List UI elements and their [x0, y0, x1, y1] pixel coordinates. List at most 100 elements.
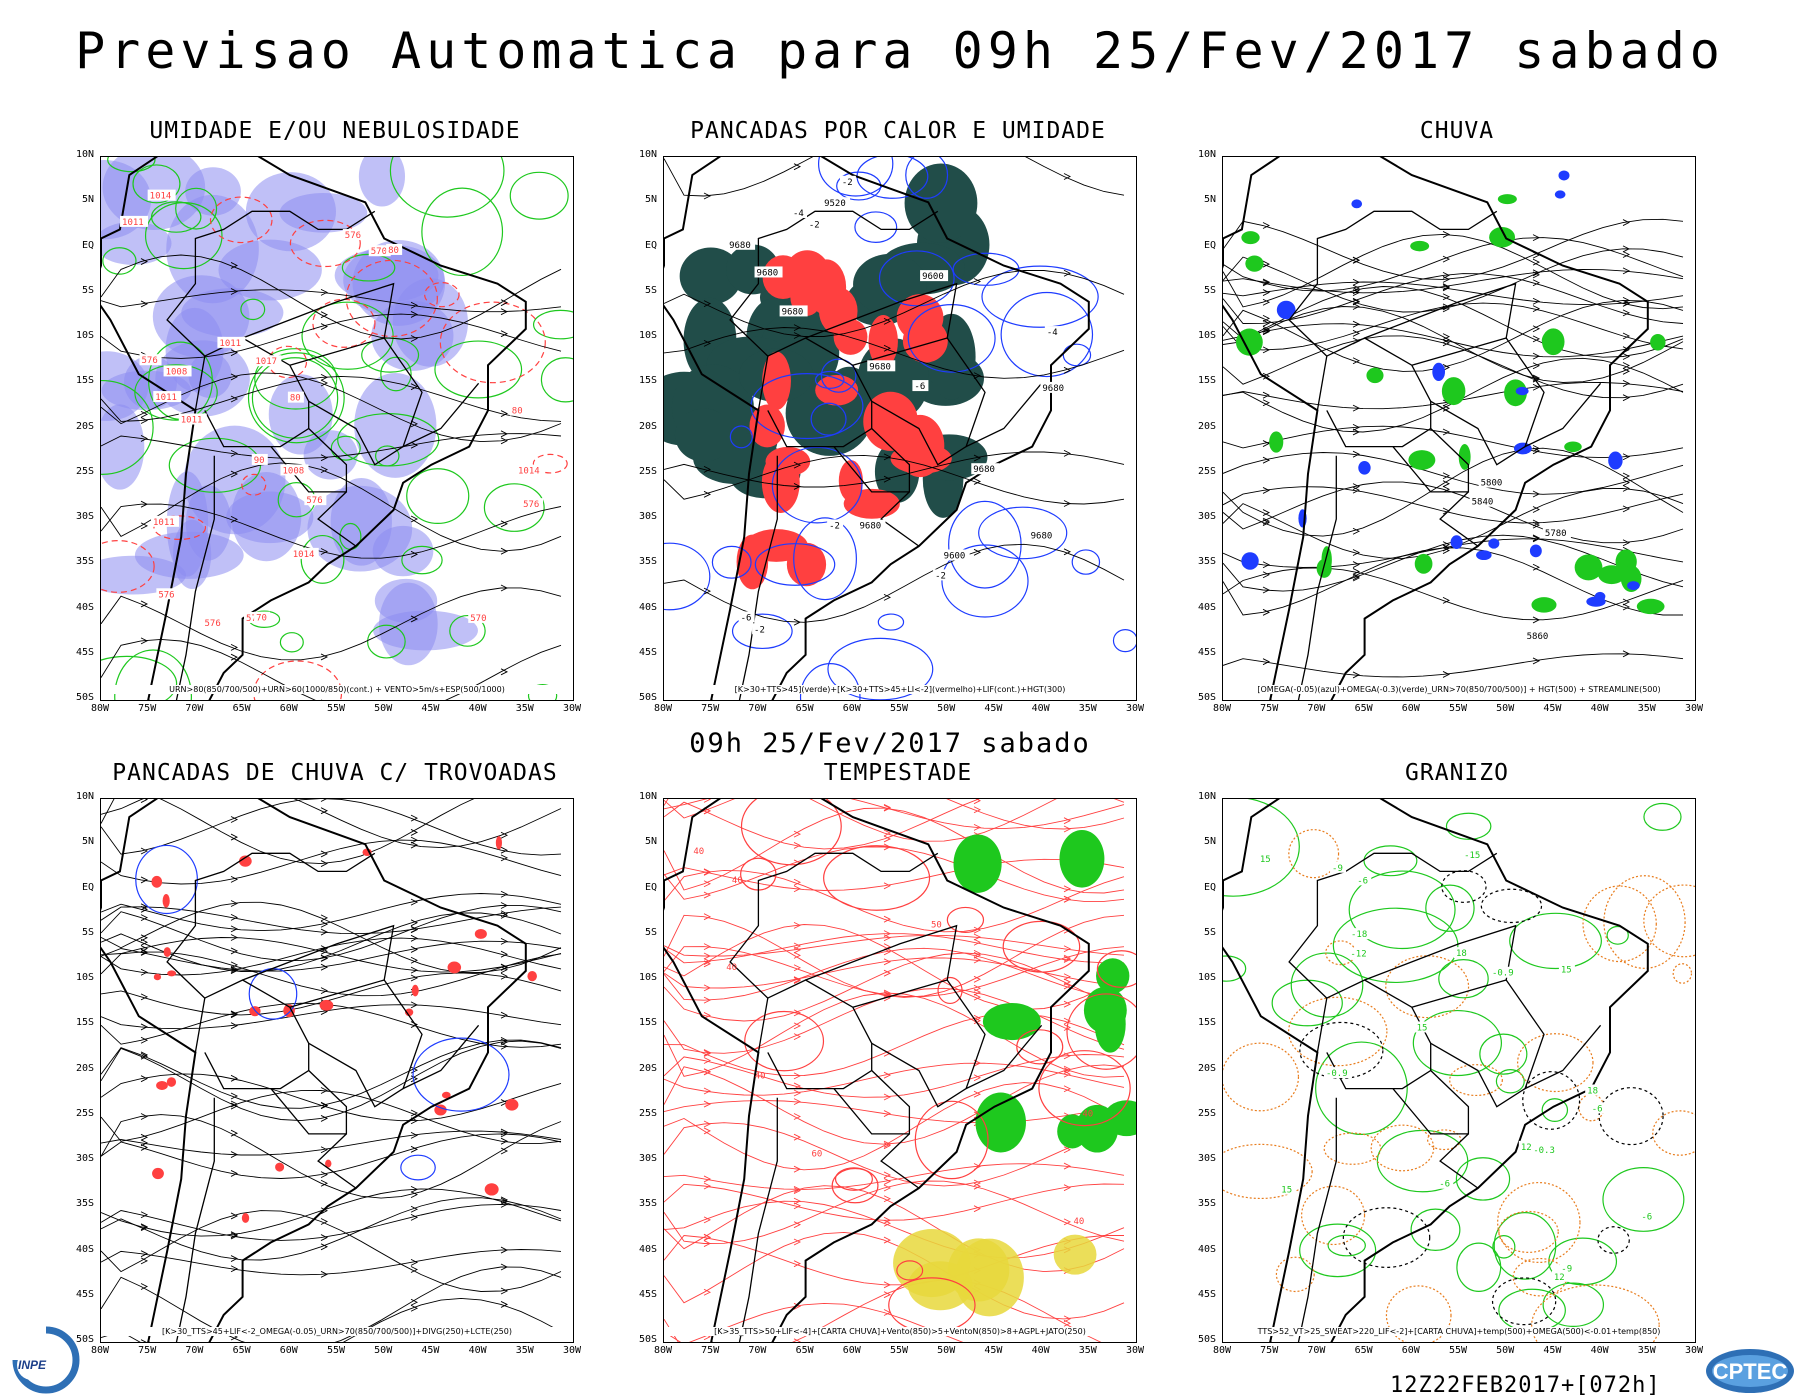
streamline-arrow	[140, 1339, 147, 1342]
panel-title: CHUVA	[1419, 118, 1495, 144]
iso-label-bg	[1040, 381, 1069, 393]
streamline-arrow	[703, 1068, 712, 1076]
streamline-arrow	[1352, 450, 1361, 458]
map-caption: [K>30+TTS>45](verde)+[K>30+TTS>45+LI<-2]…	[664, 685, 1136, 694]
humidity-area	[101, 221, 172, 265]
lat-tick-label: 25S	[1197, 465, 1216, 477]
streamline-arrow	[1262, 658, 1271, 666]
streamline-arrow	[1532, 519, 1541, 527]
lon-tick-label: 30W	[1684, 1345, 1704, 1356]
streamline	[101, 937, 562, 973]
country-border	[767, 337, 873, 448]
streamline	[1223, 273, 1684, 324]
lat-tick-label: 20S	[638, 420, 657, 432]
isotach-contour	[744, 1010, 825, 1072]
panel-chuva: CHUVA 5860 5800 5780 5840 [OMEGA(-0.05)(azu…	[1177, 118, 1737, 733]
iso-label: 60	[811, 1150, 822, 1160]
lat-tick-label: 40S	[638, 601, 657, 613]
coastline	[664, 799, 1090, 1342]
streamline-arrow	[1622, 367, 1631, 375]
streamline-arrow	[500, 890, 509, 898]
streamline-arrow	[1063, 1024, 1072, 1031]
country-border	[242, 924, 395, 981]
temp500-contour	[1342, 1207, 1431, 1268]
streamline-arrow	[1622, 472, 1631, 480]
iso-label: 570	[371, 247, 387, 257]
streamline-arrow	[230, 395, 239, 403]
storm-cell	[162, 894, 170, 908]
streamline-arrow	[1352, 357, 1361, 365]
country-border	[1392, 428, 1470, 493]
iso-label: 80	[512, 407, 523, 417]
streamline-arrow	[973, 799, 982, 805]
streamline-arrow	[230, 643, 239, 651]
iso-label-bg	[1044, 326, 1061, 338]
streamline-arrow	[320, 466, 329, 474]
coastline	[664, 157, 1090, 700]
streamline-arrow	[320, 860, 329, 867]
wind-barb-line	[101, 433, 562, 459]
streamline-arrow	[973, 478, 982, 485]
streamline-arrow	[1352, 549, 1361, 556]
streamline-arrow	[230, 373, 239, 381]
iso-label-bg	[738, 611, 755, 623]
country-border	[729, 852, 939, 1053]
streamline-arrow	[793, 1238, 802, 1246]
wind-streamline	[664, 1163, 1125, 1190]
streamline-arrow	[883, 994, 892, 1002]
iso-label: 9680	[729, 241, 751, 251]
temp850-contour	[1495, 1069, 1525, 1094]
omega500-contour	[1531, 1284, 1660, 1342]
iso-label: 5840	[1472, 498, 1494, 508]
lat-tick-label: EQ	[1203, 239, 1216, 251]
omega-green-area	[1636, 598, 1665, 615]
temp500-contour	[1598, 1087, 1664, 1146]
storm-cell	[152, 1167, 164, 1180]
streamline-arrow	[320, 1146, 329, 1154]
iso-label: 40	[726, 963, 737, 973]
streamline-arrow	[320, 454, 329, 462]
streamline-arrow	[1063, 1319, 1072, 1327]
streamline-arrow	[793, 1089, 802, 1097]
streamline-arrow	[1262, 346, 1271, 354]
streamline-arrow	[320, 920, 329, 928]
panel-title: PANCADAS DE CHUVA C/ TROVOADAS	[112, 760, 558, 786]
streamline-arrow	[703, 1175, 712, 1183]
streamline-arrow	[320, 379, 329, 387]
country-border	[1326, 979, 1432, 1090]
lif-contour	[1000, 291, 1094, 378]
iso-label: -9	[1561, 1265, 1572, 1275]
streamline	[101, 839, 562, 885]
streamline-arrow	[500, 1301, 509, 1308]
iso-label-bg	[1559, 1262, 1576, 1274]
streamline-arrow	[793, 1072, 802, 1080]
thickness-contour	[289, 219, 361, 268]
omega-blue-area	[1476, 550, 1492, 561]
humidity-contour	[449, 614, 486, 647]
streamline-arrow	[1442, 283, 1451, 291]
streamline-arrow	[500, 1042, 509, 1050]
wind-core-area	[1075, 1104, 1119, 1153]
streamline-arrow	[140, 1036, 149, 1044]
country-border	[308, 1042, 404, 1108]
streamline-arrow	[140, 1051, 149, 1059]
humidity-contour	[540, 357, 573, 403]
lat-tick-label: 5S	[1203, 284, 1216, 296]
iso-label: 5780	[1545, 529, 1567, 539]
streamline-arrow	[410, 311, 419, 318]
map-field	[101, 799, 562, 1342]
streamline-arrow	[883, 1071, 892, 1079]
temp850-contour	[1299, 1223, 1377, 1278]
map-caption: [K>30_TTS>45+LIF<-2_OMEGA(-0.05)_URN>70(…	[101, 1327, 573, 1336]
streamline	[1223, 567, 1684, 621]
country-border	[1430, 1042, 1526, 1108]
iso-label: 5800	[1481, 479, 1503, 489]
streamline-arrow	[883, 317, 892, 325]
iso-label-bg	[1531, 1144, 1560, 1156]
iso-label: -6	[1641, 1213, 1652, 1223]
streamline-arrow	[793, 921, 802, 929]
map-caption: [K>35_TTS>50+LIF<-4]+[CARTA CHUVA]+Vento…	[664, 1327, 1136, 1336]
streamline-arrow	[973, 806, 982, 814]
streamline-arrow	[320, 799, 327, 802]
streamline-arrow	[1532, 521, 1541, 529]
